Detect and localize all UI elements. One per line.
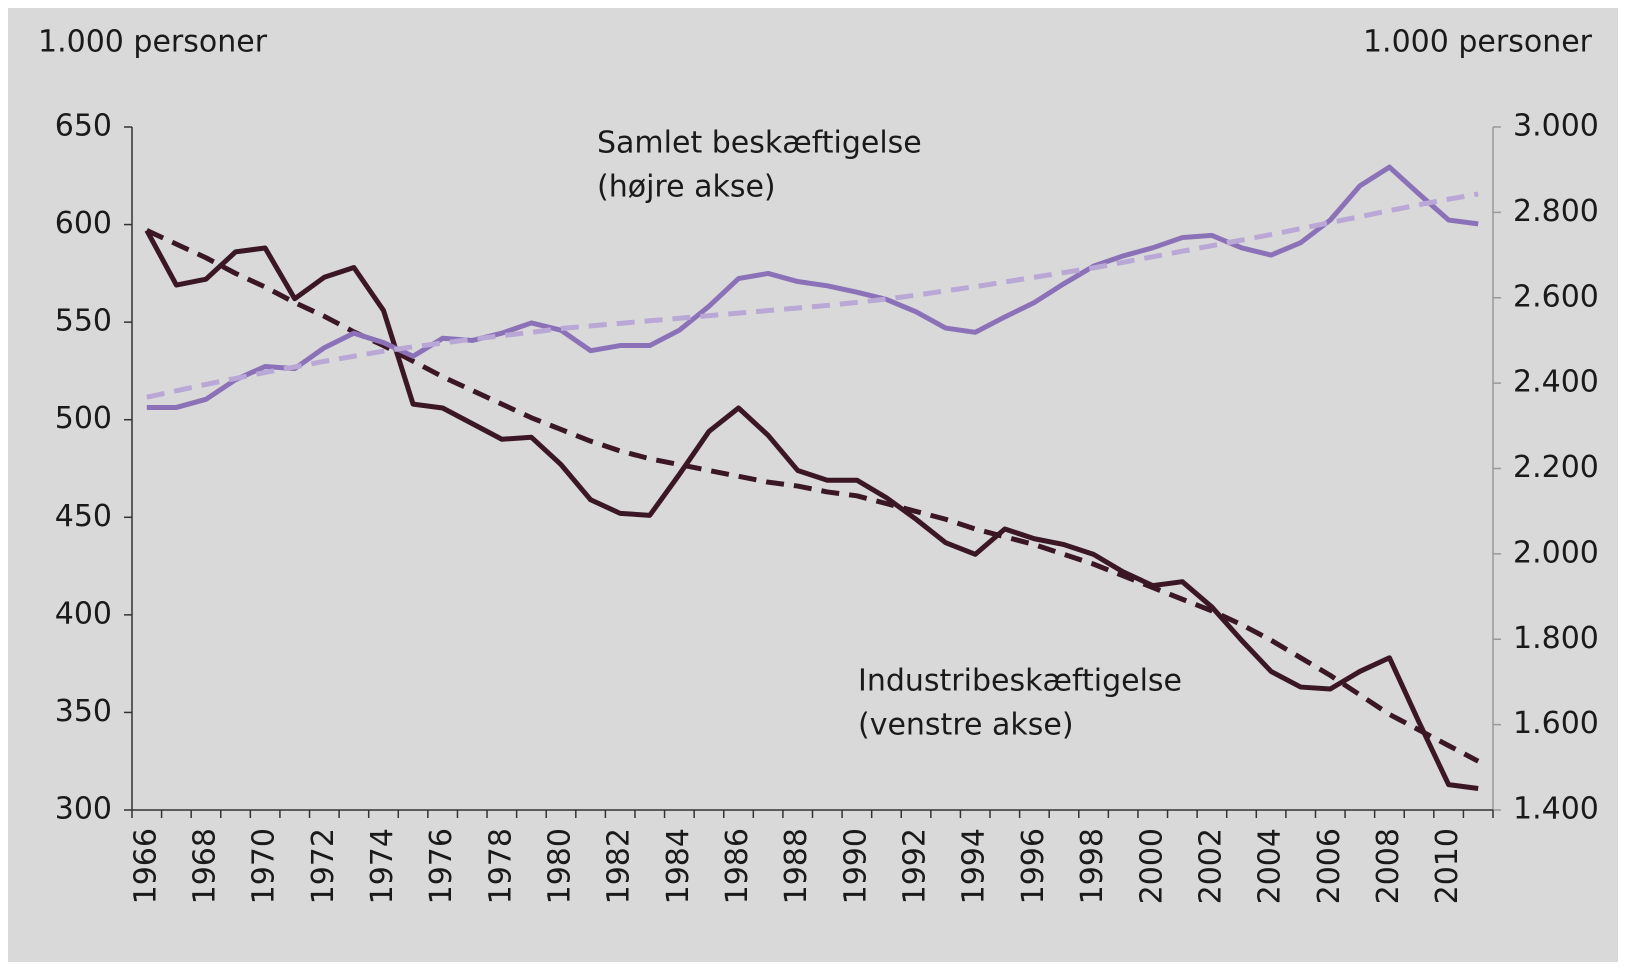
y2-tick-label: 2.000 <box>1513 535 1599 570</box>
x-tick-label: 2002 <box>1193 828 1228 904</box>
x-tick-label: 2008 <box>1371 828 1406 904</box>
y-tick-label: 500 <box>55 401 112 436</box>
annotation: Samlet beskæftigelse <box>597 126 922 161</box>
y-axis-label: 1.000 personer <box>38 25 268 60</box>
y-tick-label: 650 <box>55 109 112 144</box>
y2-axis-label: 1.000 personer <box>1363 25 1593 60</box>
x-tick-label: 1968 <box>187 828 222 904</box>
x-tick-label: 1990 <box>838 828 873 904</box>
annotation: (venstre akse) <box>858 708 1074 743</box>
x-tick-label: 2004 <box>1253 828 1288 904</box>
x-tick-label: 1972 <box>306 828 341 904</box>
x-tick-label: 1996 <box>1016 828 1051 904</box>
x-tick-label: 1992 <box>898 828 933 904</box>
x-tick-label: 1988 <box>779 828 814 904</box>
x-tick-label: 1966 <box>128 828 163 904</box>
y2-tick-label: 2.200 <box>1513 450 1599 485</box>
x-tick-label: 1980 <box>543 828 578 904</box>
y2-tick-label: 1.800 <box>1513 621 1599 656</box>
trend-line <box>145 228 1480 764</box>
annotation: Industribeskæftigelse <box>858 664 1182 699</box>
y2-tick-label: 1.600 <box>1513 706 1599 741</box>
x-tick-label: 2010 <box>1430 828 1465 904</box>
x-tick-label: 1976 <box>424 828 459 904</box>
y-tick-label: 600 <box>55 206 112 241</box>
y2-tick-label: 2.400 <box>1513 365 1599 400</box>
y2-tick-label: 3.000 <box>1513 109 1599 144</box>
x-tick-label: 2006 <box>1312 828 1347 904</box>
y-tick-label: 550 <box>55 304 112 339</box>
trend-line <box>146 191 1479 400</box>
y-tick-label: 450 <box>55 499 112 534</box>
y2-tick-label: 2.600 <box>1513 279 1599 314</box>
y-tick-label: 350 <box>55 694 112 729</box>
y-tick-label: 400 <box>55 596 112 631</box>
x-tick-label: 1974 <box>365 828 400 904</box>
x-tick-label: 2000 <box>1134 828 1169 904</box>
x-tick-label: 1998 <box>1075 828 1110 904</box>
x-tick-label: 1982 <box>602 828 637 904</box>
line <box>144 229 1479 792</box>
y2-tick-label: 1.400 <box>1513 792 1599 827</box>
x-tick-label: 1986 <box>720 828 755 904</box>
y-tick-label: 300 <box>55 792 112 827</box>
x-tick-label: 1984 <box>661 828 696 904</box>
x-tick-label: 1994 <box>957 828 992 904</box>
y2-tick-label: 2.800 <box>1513 194 1599 229</box>
background <box>8 8 1618 962</box>
x-tick-label: 1970 <box>247 828 282 904</box>
annotation: (højre akse) <box>597 170 776 205</box>
line <box>146 164 1479 410</box>
x-tick-label: 1978 <box>483 828 518 904</box>
